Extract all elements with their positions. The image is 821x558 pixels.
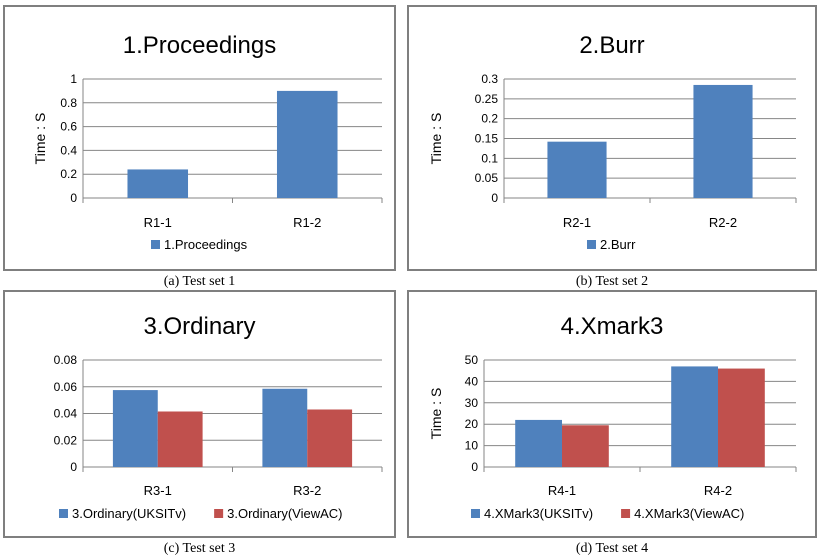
y-tick-label: 0.4 — [60, 143, 77, 157]
y-tick-label: 30 — [465, 396, 479, 410]
chart-title: 4.Xmark3 — [561, 313, 664, 340]
y-tick-label: 0.04 — [54, 407, 78, 421]
bar-r4-1-series-2 — [562, 425, 609, 467]
bar-r1-1-series-1 — [127, 169, 189, 198]
y-tick-label: 0.1 — [481, 151, 498, 165]
y-tick-label: 0.02 — [54, 433, 78, 447]
legend-label: 3.Ordinary(UKSITv) — [72, 506, 186, 521]
bar-r3-2-series-2 — [307, 409, 353, 467]
chart-panel-2: 2.Burr Time : S 0 0.05 0.1 0.15 0.2 0.25 0.3 R2-1… — [407, 5, 817, 271]
caption-test-set-2: (b) Test set 2 — [575, 274, 649, 289]
x-tick-label: R2-1 — [563, 215, 591, 230]
y-axis-label: Time : S — [428, 113, 444, 165]
y-tick-label: 10 — [465, 439, 479, 453]
x-tick-label: R3-2 — [293, 483, 321, 498]
x-tick-label: R4-1 — [548, 483, 576, 498]
legend-swatch — [471, 509, 480, 518]
y-tick-label: 0.15 — [475, 132, 499, 146]
y-tick-label: 50 — [465, 353, 479, 367]
legend-swatch — [214, 509, 224, 518]
legend-label: 1.Proceedings — [164, 237, 248, 252]
y-axis-label: Time : S — [428, 388, 444, 440]
legend-label: 3.Ordinary(ViewAC) — [227, 506, 342, 521]
chart-ordinary: 3.Ordinary 0 0.02 0.04 0.06 0.08 R3-1 R3-2 3.Ord… — [54, 313, 383, 521]
caption-test-set-1: (a) Test set 1 — [163, 274, 236, 289]
y-tick-label: 0.06 — [54, 380, 78, 394]
chart-panel-3: 3.Ordinary 0 0.02 0.04 0.06 0.08 R3-1 R3-2 3.Ord… — [3, 290, 396, 538]
bar-r1-2-series-1 — [276, 90, 338, 198]
chart-proceedings: 1.Proceedings Time : S 0 0.2 0.4 0.6 0.8 1 R1-1 R… — [32, 32, 383, 252]
bar-r2-1-series-1 — [547, 141, 607, 198]
x-tick-label: R2-2 — [709, 215, 737, 230]
legend-swatch — [621, 509, 631, 518]
y-tick-label: 0.3 — [481, 72, 498, 86]
bar-r2-2-series-1 — [693, 84, 753, 198]
y-tick-label: 0 — [70, 191, 77, 205]
chart-burr: 2.Burr Time : S 0 0.05 0.1 0.15 0.2 0.25 0.3 R2-1… — [428, 32, 797, 252]
bar-r3-1-series-1 — [112, 390, 158, 467]
caption-test-set-3: (c) Test set 3 — [163, 541, 236, 556]
x-tick-label: R1-2 — [293, 215, 321, 230]
chart-title: 2.Burr — [579, 32, 644, 59]
chart-title: 1.Proceedings — [123, 32, 276, 59]
bar-r4-2-series-2 — [718, 368, 765, 467]
x-tick-label: R1-1 — [144, 215, 172, 230]
caption-test-set-4: (d) Test set 4 — [575, 541, 649, 556]
y-tick-label: 0.8 — [60, 96, 77, 110]
chart-title: 3.Ordinary — [143, 313, 255, 340]
y-tick-label: 0 — [471, 460, 478, 474]
chart-panel-1: 1.Proceedings Time : S 0 0.2 0.4 0.6 0.8 1 R1-1 R… — [3, 5, 396, 271]
y-tick-label: 0.2 — [60, 167, 77, 181]
bar-r4-2-series-1 — [671, 366, 718, 467]
y-tick-label: 1 — [70, 72, 77, 86]
y-tick-label: 0.05 — [475, 171, 499, 185]
x-tick-label: R3-1 — [144, 483, 172, 498]
legend-swatch — [151, 240, 160, 249]
legend-label: 4.XMark3(ViewAC) — [634, 506, 744, 521]
chart-xmark3: 4.Xmark3 Time : S 0 10 20 30 40 50 R4-1 R4-2 4.XMa… — [428, 313, 797, 521]
y-tick-label: 0 — [491, 191, 498, 205]
y-tick-label: 0.6 — [60, 120, 77, 134]
y-tick-label: 0.08 — [54, 353, 78, 367]
legend-label: 2.Burr — [600, 237, 636, 252]
x-tick-label: R4-2 — [704, 483, 732, 498]
legend-swatch — [59, 509, 68, 518]
bar-r3-2-series-1 — [262, 388, 308, 467]
y-tick-label: 0.2 — [481, 112, 498, 126]
y-axis-label: Time : S — [32, 113, 48, 165]
bar-r3-1-series-2 — [157, 411, 203, 467]
legend-label: 4.XMark3(UKSITv) — [484, 506, 593, 521]
y-tick-label: 40 — [465, 374, 479, 388]
y-tick-label: 0 — [70, 460, 77, 474]
legend-swatch — [587, 240, 596, 249]
chart-panel-4: 4.Xmark3 Time : S 0 10 20 30 40 50 R4-1 R4-2 4.XMa… — [407, 290, 817, 538]
y-tick-label: 0.25 — [475, 92, 499, 106]
y-tick-label: 20 — [465, 417, 479, 431]
bar-r4-1-series-1 — [515, 419, 562, 467]
